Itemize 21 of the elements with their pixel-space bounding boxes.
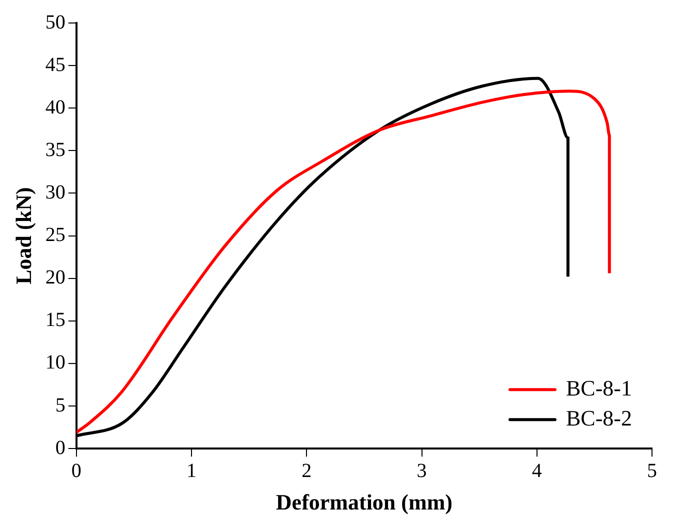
y-tick-label: 50 — [45, 11, 66, 34]
x-axis-title: Deformation (mm) — [276, 489, 452, 514]
x-tick-label: 2 — [302, 460, 312, 482]
x-tick-label: 3 — [416, 460, 427, 482]
x-tick-label: 1 — [186, 460, 197, 482]
y-axis-title: Load (kN) — [10, 187, 36, 284]
y-tick-label: 25 — [45, 224, 66, 246]
y-tick-label: 5 — [55, 394, 66, 416]
y-tick-label: 0 — [55, 436, 66, 459]
y-tick-label: 45 — [45, 54, 66, 76]
y-tick-label: 30 — [45, 181, 66, 204]
legend-label: BC-8-1 — [566, 375, 632, 400]
x-tick-label: 0 — [71, 460, 82, 482]
legend-label: BC-8-2 — [566, 405, 632, 430]
y-tick-label: 15 — [45, 309, 66, 332]
x-tick-label: 4 — [532, 460, 542, 482]
y-tick-label: 20 — [45, 266, 66, 289]
x-tick-label: 5 — [647, 460, 657, 482]
y-tick-label: 40 — [45, 96, 66, 118]
y-tick-label: 10 — [45, 352, 66, 374]
y-tick-label: 35 — [45, 138, 66, 161]
